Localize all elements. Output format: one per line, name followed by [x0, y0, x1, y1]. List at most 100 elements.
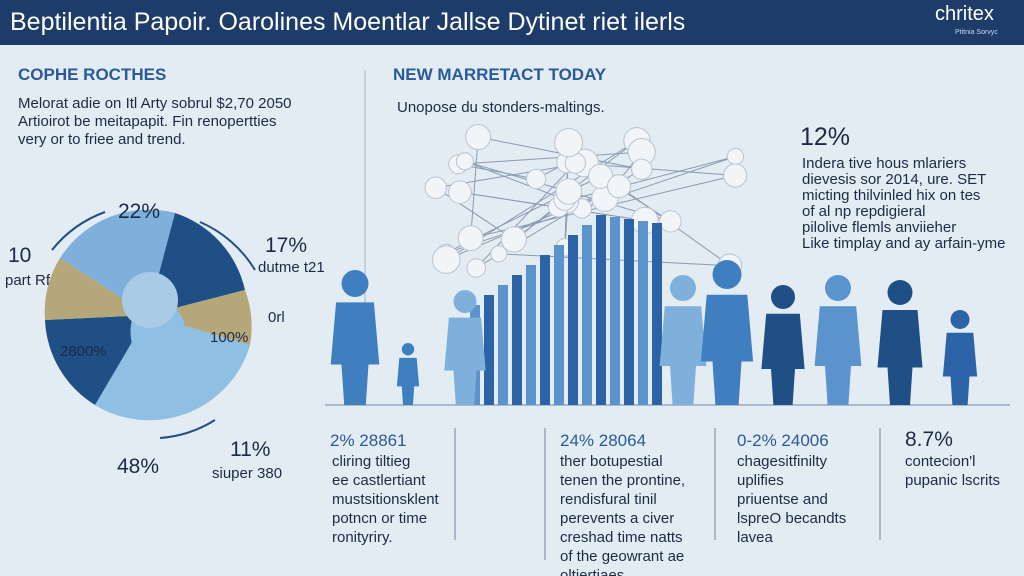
- network-node: [726, 147, 745, 166]
- person-body: [700, 294, 754, 405]
- text-line: chagesitfinilty: [737, 453, 828, 470]
- decor-bar: [652, 223, 662, 405]
- network-node: [465, 124, 492, 150]
- person-body: [659, 306, 707, 405]
- decor-bar: [610, 217, 620, 405]
- text-line: Indera tive hous mlariers: [802, 155, 966, 172]
- middle-subtitle: Unopose du stonders-maltings.: [397, 99, 605, 116]
- person-body: [396, 357, 420, 405]
- text-line: lavea: [737, 529, 774, 546]
- network-node: [448, 180, 472, 205]
- decor-bar: [484, 295, 494, 405]
- text-line: tenen the prontine,: [560, 472, 685, 489]
- person-body: [444, 317, 486, 405]
- pie-label: 10: [8, 244, 31, 267]
- text-line: of al np repdigieral: [802, 203, 925, 220]
- text-line: pilolive flemls anviieher: [802, 219, 956, 236]
- text-line: micting thilvinled hix on tes: [802, 187, 980, 204]
- decor-bar: [582, 225, 592, 405]
- person-head: [453, 290, 477, 313]
- network-node: [555, 178, 582, 205]
- network-link: [464, 160, 565, 200]
- text-line: priuentse and: [737, 491, 828, 508]
- pie-label: 48%: [117, 455, 159, 478]
- text-line: very or to friee and trend.: [18, 131, 186, 148]
- person-head: [825, 275, 851, 301]
- network-node: [455, 152, 474, 171]
- text-line: pupanic lscrits: [905, 472, 1000, 489]
- text-line: ther botupestial: [560, 453, 663, 470]
- network-node: [554, 128, 584, 158]
- text-line: uplifies: [737, 472, 784, 489]
- person-head: [341, 270, 369, 297]
- pie-label: siuper 380: [212, 465, 282, 482]
- pie-label: dutme t21: [258, 259, 325, 276]
- person-body: [330, 302, 380, 405]
- person-body: [814, 306, 862, 405]
- logo: chritex: [935, 3, 994, 25]
- column-stat: 8.7%: [905, 428, 953, 451]
- pie-label: 11%: [230, 438, 270, 461]
- header-title: Beptilentia Papoir. Oarolines Moentlar J…: [10, 8, 685, 36]
- text-line: rendisfural tinil: [560, 491, 657, 508]
- decor-bar: [512, 275, 522, 405]
- person-head: [670, 275, 696, 301]
- pie-label: part Rf: [5, 272, 51, 289]
- left-heading: COPHE ROCTHES: [18, 65, 166, 84]
- column-stat: 2% 28861: [330, 431, 407, 450]
- text-line: Melorat adie on Itl Arty sobrul $2,70 20…: [18, 95, 292, 112]
- person-head: [950, 310, 970, 329]
- decor-bar: [624, 219, 634, 405]
- network-link: [458, 151, 642, 165]
- header-bar: [0, 0, 1024, 45]
- text-line: lspreO becandts: [737, 510, 846, 527]
- network-node: [525, 168, 547, 190]
- text-line: perevents a civer: [560, 510, 674, 527]
- network-node: [659, 210, 682, 233]
- network-node: [466, 258, 487, 278]
- text-line: potncn or time: [332, 510, 427, 527]
- person-body: [877, 310, 923, 405]
- text-line: oltiertiaes.: [560, 567, 628, 576]
- text-line: ronityriry.: [332, 529, 393, 546]
- network-node: [457, 225, 484, 252]
- middle-heading: NEW MARRETACT TODAY: [393, 65, 607, 84]
- pie-label: 22%: [118, 200, 160, 223]
- text-line: creshad time natts: [560, 529, 683, 546]
- person-head: [712, 260, 742, 289]
- network-node: [723, 163, 748, 188]
- decor-bar: [596, 215, 606, 405]
- text-line: dievesis sor 2014, ure. SET: [802, 171, 986, 188]
- text-line: ee castlertiant: [332, 472, 426, 489]
- person-body: [942, 332, 978, 405]
- decor-bar: [554, 245, 564, 405]
- text-line: mustsitionsklent: [332, 491, 440, 508]
- network-node: [490, 245, 508, 263]
- decor-bar: [638, 221, 648, 405]
- pie-label: 17%: [265, 234, 307, 257]
- column-stat: 0-2% 24006: [737, 431, 829, 450]
- decor-bar: [568, 235, 578, 405]
- text-line: Artioirot be meitapapit. Fin renoperttie…: [18, 113, 276, 130]
- person-body: [761, 313, 805, 405]
- decor-bar: [526, 265, 536, 405]
- text-line: contecion'l: [905, 453, 975, 470]
- column-stat: 24% 28064: [560, 431, 646, 450]
- person-head: [887, 280, 913, 305]
- pie-label: 2800%: [60, 343, 107, 360]
- decor-bar: [540, 255, 550, 405]
- logo-sub: Ptitnia Sorvyc: [955, 29, 998, 36]
- person-head: [771, 285, 795, 309]
- person-head: [401, 343, 415, 356]
- text-line: of the geowrant ae: [560, 548, 684, 565]
- text-line: cliring tiltieg: [332, 453, 410, 470]
- network-node: [432, 245, 461, 274]
- text-line: Like timplay and ay arfain-yme: [802, 235, 1005, 252]
- network-link: [470, 136, 479, 239]
- network-node: [631, 158, 653, 180]
- network-node: [424, 176, 447, 199]
- pie-graphic: [44, 209, 256, 439]
- decor-bar: [498, 285, 508, 405]
- pie-label: 0rl: [268, 309, 285, 326]
